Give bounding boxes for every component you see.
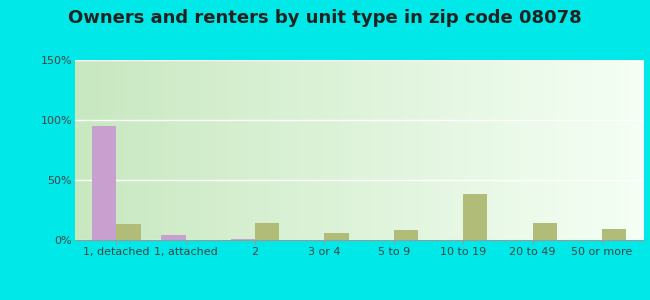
Bar [463,194,488,240]
Bar [161,235,186,240]
Bar [255,223,280,240]
Bar [532,223,557,240]
Bar [116,224,140,240]
Bar [231,239,255,240]
Bar [602,229,626,240]
Bar [394,230,418,240]
Bar [324,233,348,240]
Text: Owners and renters by unit type in zip code 08078: Owners and renters by unit type in zip c… [68,9,582,27]
Bar [92,126,116,240]
